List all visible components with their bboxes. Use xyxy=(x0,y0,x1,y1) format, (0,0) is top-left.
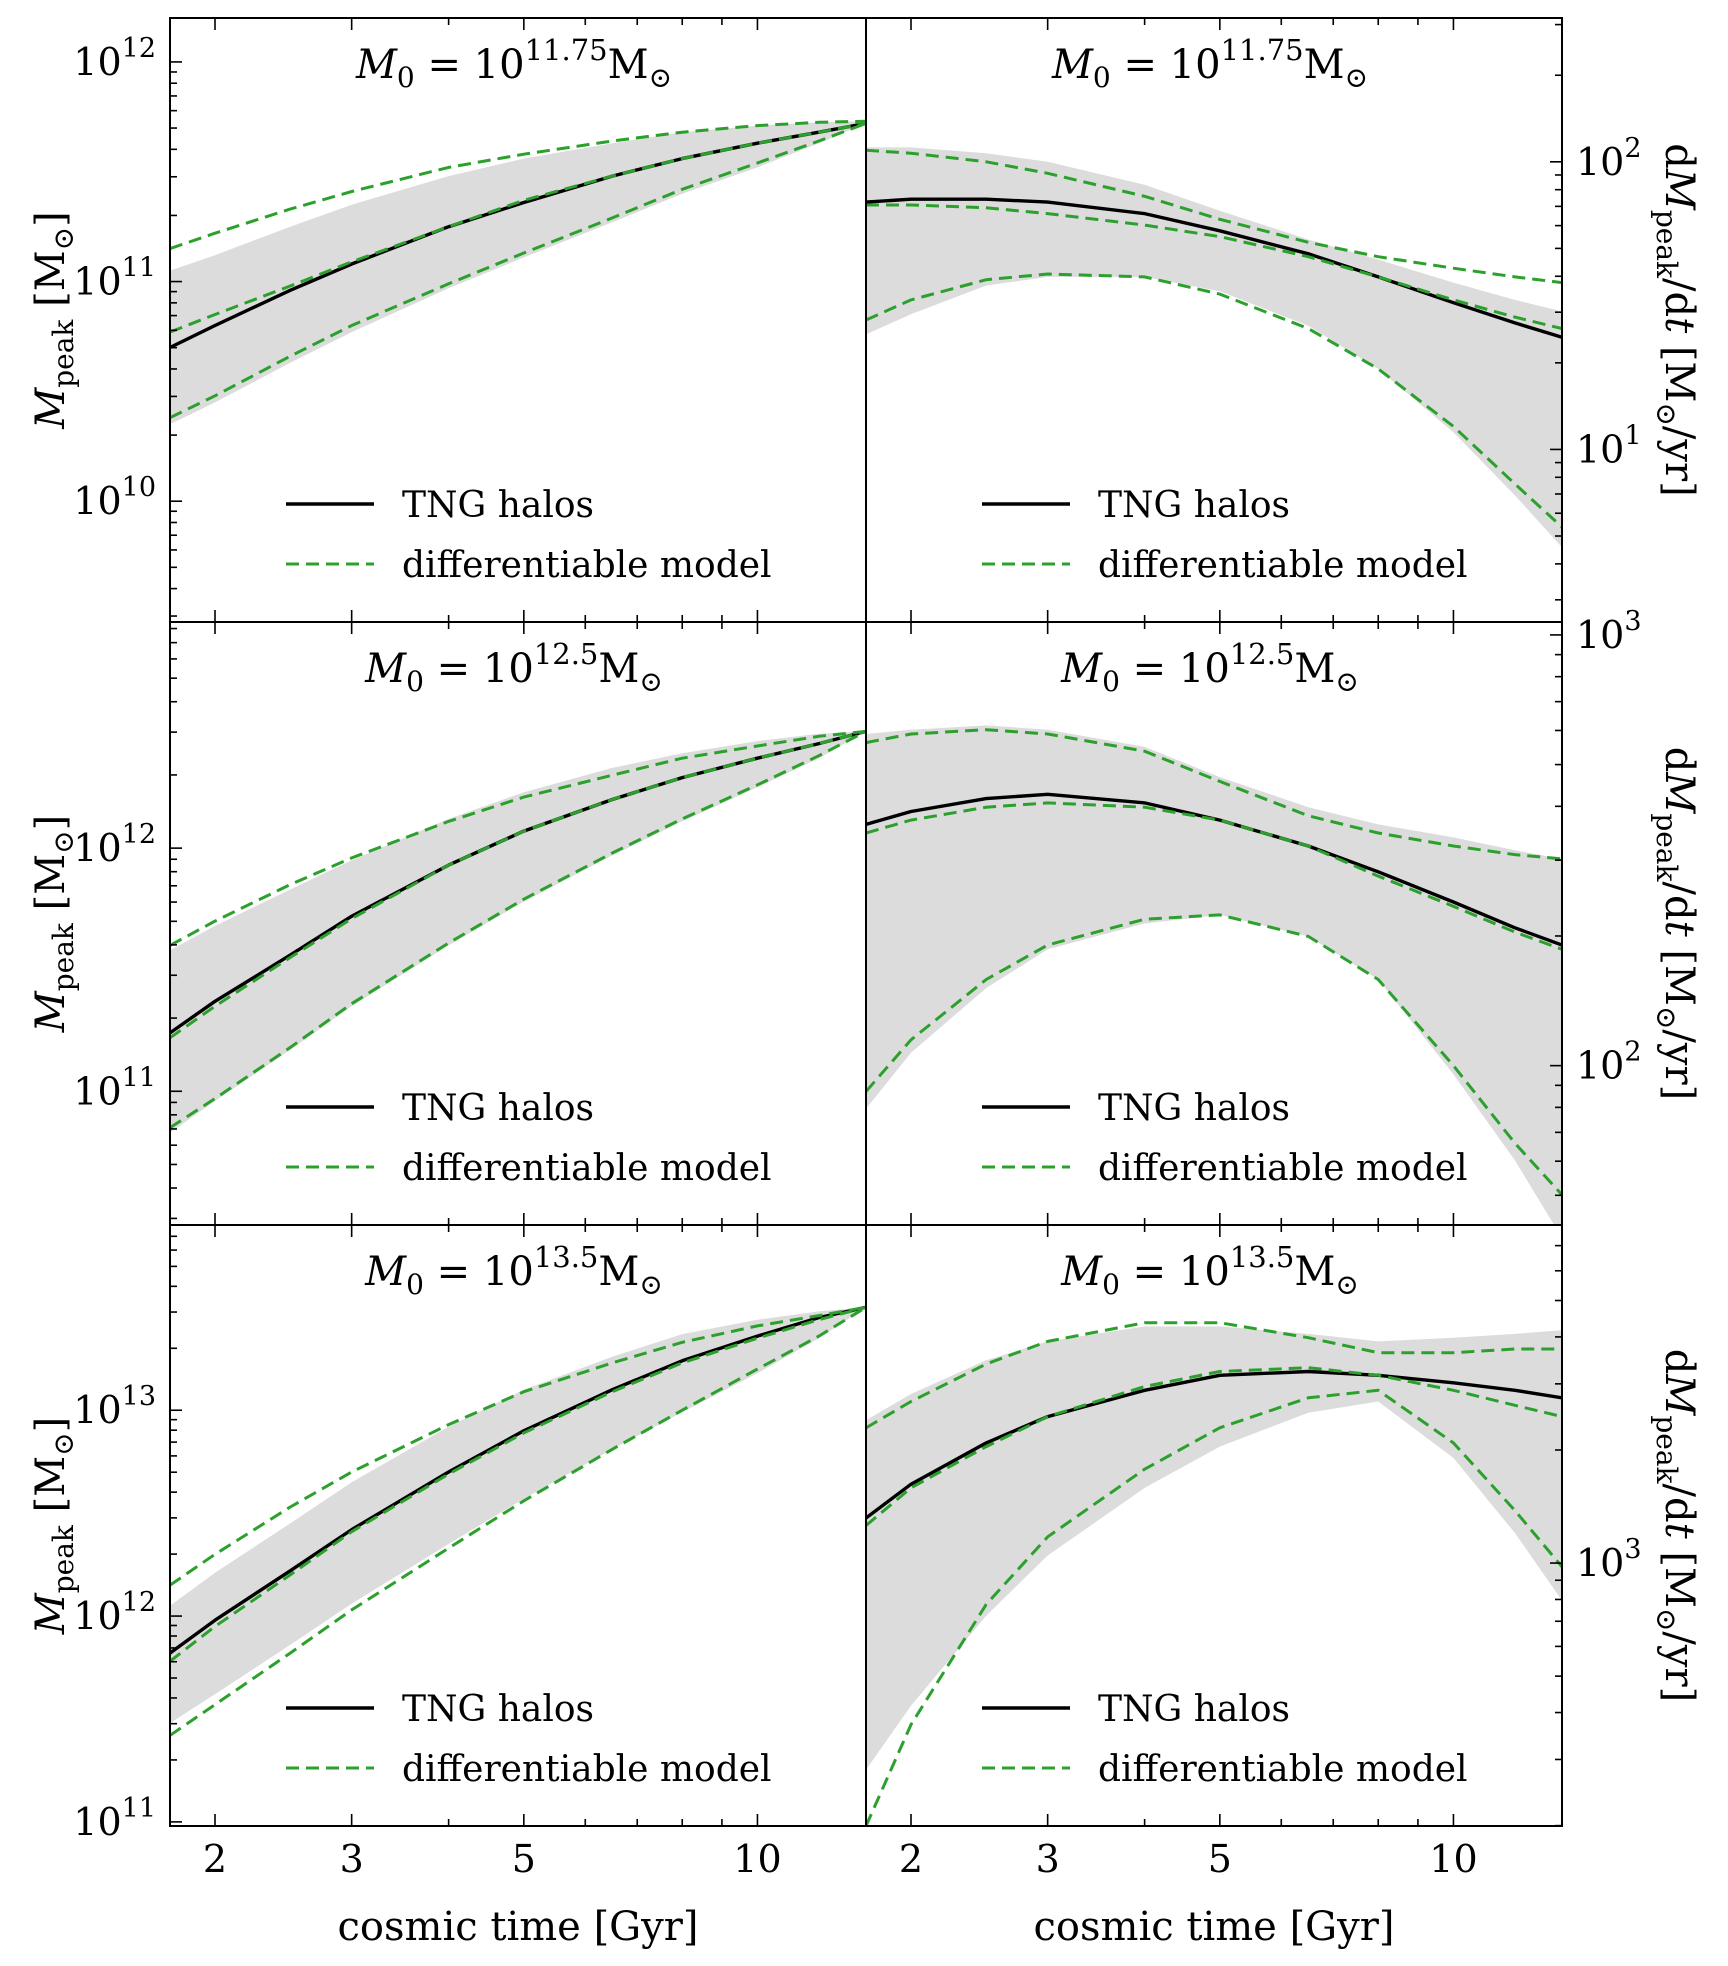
panel-title: M0 = 1012.5M⊙ xyxy=(1060,637,1359,698)
series-model-3 xyxy=(170,121,866,420)
legend-label-model: differentiable model xyxy=(402,1749,772,1790)
plot-area xyxy=(866,147,1562,548)
y-tick-label: 1011 xyxy=(73,1062,156,1113)
y-tick-label: 102 xyxy=(1576,1037,1642,1088)
x-tick-label: 3 xyxy=(340,1837,364,1881)
y-tick-label: 1011 xyxy=(73,1793,156,1844)
series-model-1 xyxy=(866,148,1562,285)
legend-label-model: differentiable model xyxy=(402,1148,772,1189)
scatter-band xyxy=(170,121,866,425)
legend-label-tng: TNG halos xyxy=(1098,1088,1290,1129)
scatter-band xyxy=(866,147,1562,548)
legend-label-tng: TNG halos xyxy=(402,485,594,526)
series-model-3 xyxy=(170,1306,866,1737)
panel-title: M0 = 1012.5M⊙ xyxy=(364,637,663,698)
y-axis-title: Mpeak [M⊙] xyxy=(28,815,80,1033)
y-axis-title: Mpeak [M⊙] xyxy=(28,1417,80,1635)
y-tick-label: 1012 xyxy=(73,819,156,870)
legend-label-tng: TNG halos xyxy=(402,1689,594,1730)
series-model-3 xyxy=(170,730,866,1129)
x-axis-title-right: cosmic time [Gyr] xyxy=(1034,1904,1395,1950)
series-tng-halos xyxy=(866,792,1562,947)
x-tick-label: 10 xyxy=(1429,1837,1477,1881)
panel-frame xyxy=(865,1224,1563,1827)
panel-bottom-left: 2 3 5 10 1011 1012 1013 M0 = 1013.5M⊙ TNG halos d… xyxy=(28,1224,867,1881)
series-model-3 xyxy=(866,272,1562,529)
y-tick-label: 101 xyxy=(1576,420,1642,471)
series-model-3 xyxy=(866,1388,1562,1826)
series-model-1 xyxy=(866,1321,1562,1430)
series-tng-halos xyxy=(866,197,1562,339)
panel-top-left: 1010 1011 1012 M0 = 1011.75M⊙ TNG halos diffe… xyxy=(28,17,867,623)
scatter-band xyxy=(170,731,866,1133)
y-tick-label: 103 xyxy=(1576,1534,1642,1585)
y-axis-title: Mpeak [M⊙] xyxy=(28,211,80,429)
x-tick-label: 3 xyxy=(1036,1837,1060,1881)
y-tick-label: 1012 xyxy=(73,1587,156,1638)
plot-area xyxy=(866,725,1562,1225)
panel-bottom-right: 2 3 5 10 103 M0 = 1013.5M⊙ TNG halos differenti… xyxy=(865,1224,1702,1881)
x-tick-label: 2 xyxy=(203,1837,227,1881)
y-axis-title: dMpeak/dt [M⊙/yr] xyxy=(1650,747,1702,1100)
y-tick-label: 1013 xyxy=(73,1381,156,1432)
y-axis-title: dMpeak/dt [M⊙/yr] xyxy=(1650,143,1702,496)
panel-title: M0 = 1011.75M⊙ xyxy=(1051,33,1368,94)
x-tick-label: 2 xyxy=(899,1837,923,1881)
legend-label-model: differentiable model xyxy=(402,545,772,586)
panel-frame xyxy=(169,1224,867,1827)
y-axis-title: dMpeak/dt [M⊙/yr] xyxy=(1650,1349,1702,1702)
panel-title: M0 = 1013.5M⊙ xyxy=(1060,1240,1359,1301)
x-tick-label: 10 xyxy=(733,1837,781,1881)
legend-label-tng: TNG halos xyxy=(1098,1689,1290,1730)
legend-label-tng: TNG halos xyxy=(402,1088,594,1129)
y-tick-label: 1011 xyxy=(73,253,156,304)
x-tick-label: 5 xyxy=(512,1837,536,1881)
legend-label-tng: TNG halos xyxy=(1098,485,1290,526)
series-model-2 xyxy=(866,1366,1562,1527)
series-model-2 xyxy=(170,729,866,1040)
y-tick-label: 1012 xyxy=(73,33,156,84)
scatter-band xyxy=(866,1326,1562,1770)
series-tng-halos xyxy=(866,1369,1562,1520)
panel-top-right: 101 102 M0 = 1011.75M⊙ TNG halos differentia… xyxy=(865,17,1702,623)
panel-title: M0 = 1011.75M⊙ xyxy=(355,33,672,94)
panel-title: M0 = 1013.5M⊙ xyxy=(364,1240,663,1301)
series-model-1 xyxy=(866,728,1562,861)
series-model-3 xyxy=(866,913,1562,1196)
plot-area xyxy=(170,729,866,1133)
series-tng-halos xyxy=(170,121,866,350)
y-tick-label: 102 xyxy=(1576,133,1642,184)
scatter-band xyxy=(170,1307,866,1724)
series-model-1 xyxy=(170,1305,866,1587)
plot-area xyxy=(170,1305,866,1737)
series-model-2 xyxy=(170,121,866,334)
legend-label-model: differentiable model xyxy=(1098,1749,1468,1790)
panel-middle-right: 102 103 M0 = 1012.5M⊙ TNG halos differentiab… xyxy=(865,606,1702,1226)
series-model-2 xyxy=(866,801,1562,951)
x-axis-title-left: cosmic time [Gyr] xyxy=(338,1904,699,1950)
y-tick-label: 1010 xyxy=(73,472,156,523)
x-tick-label: 5 xyxy=(1208,1837,1232,1881)
plot-area xyxy=(866,1321,1562,1826)
plot-area xyxy=(170,119,866,425)
legend-label-model: differentiable model xyxy=(1098,1148,1468,1189)
panel-middle-left: 1011 1012 M0 = 1012.5M⊙ TNG halos differenti… xyxy=(28,621,867,1226)
series-model-2 xyxy=(170,1305,866,1663)
series-model-1 xyxy=(170,119,866,251)
series-model-1 xyxy=(170,729,866,947)
legend-label-model: differentiable model xyxy=(1098,545,1468,586)
series-tng-halos xyxy=(170,1305,866,1655)
y-tick-label: 103 xyxy=(1576,606,1642,657)
scatter-band xyxy=(866,725,1562,1225)
